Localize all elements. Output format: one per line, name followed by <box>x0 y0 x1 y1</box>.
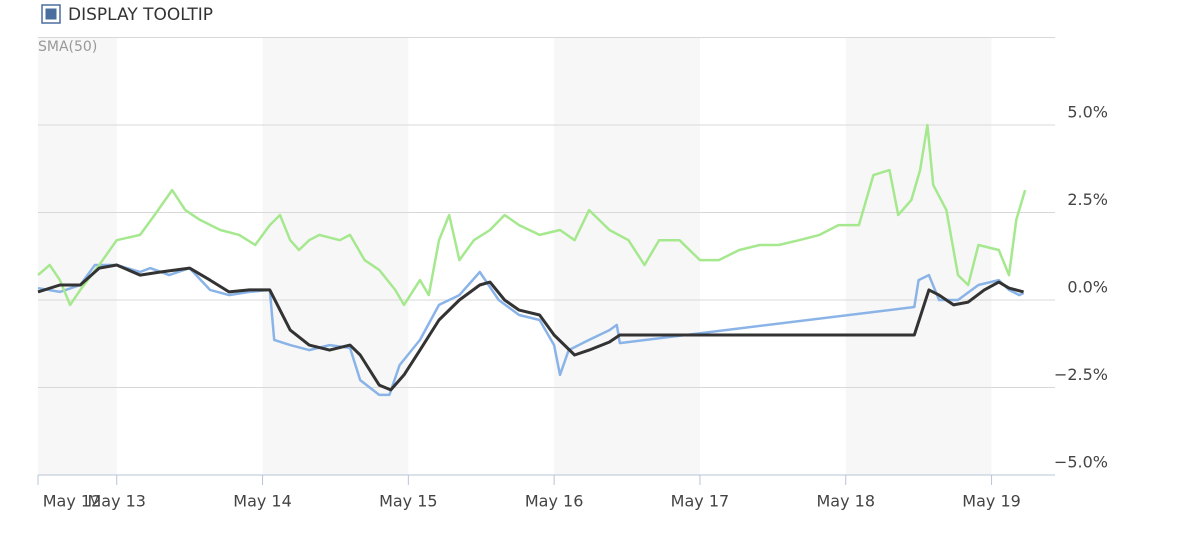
series-line <box>37 263 1024 392</box>
x-tick-label: May 18 <box>816 492 875 511</box>
tooltip-toggle[interactable]: DISPLAY TOOLTIP <box>41 4 213 25</box>
checkbox-label[interactable]: DISPLAY TOOLTIP <box>68 5 213 25</box>
x-tick-label: May 16 <box>525 492 584 511</box>
day-band <box>845 37 992 475</box>
series-line <box>37 123 1027 307</box>
y-tick-label: 5.0% <box>1067 103 1108 122</box>
x-tick-label: May 13 <box>87 492 146 511</box>
checkbox-fill <box>45 8 57 20</box>
series-line <box>37 263 1025 397</box>
indicator-label: SMA(50) <box>38 39 97 55</box>
x-tick-label: May 17 <box>671 492 730 511</box>
x-tick-label: May 19 <box>962 492 1021 511</box>
day-band <box>38 37 117 475</box>
day-bands <box>38 37 992 475</box>
y-tick-label: −5.0% <box>1054 453 1108 472</box>
x-tick-label: May 15 <box>379 492 438 511</box>
x-tick-label: May 14 <box>233 492 292 511</box>
y-tick-label: 2.5% <box>1067 190 1108 209</box>
y-tick-label: −2.5% <box>1054 365 1108 384</box>
day-band <box>262 37 409 475</box>
x-tick-label: May 12 <box>43 492 102 511</box>
y-tick-label: 0.0% <box>1067 278 1108 297</box>
day-band <box>554 37 700 475</box>
